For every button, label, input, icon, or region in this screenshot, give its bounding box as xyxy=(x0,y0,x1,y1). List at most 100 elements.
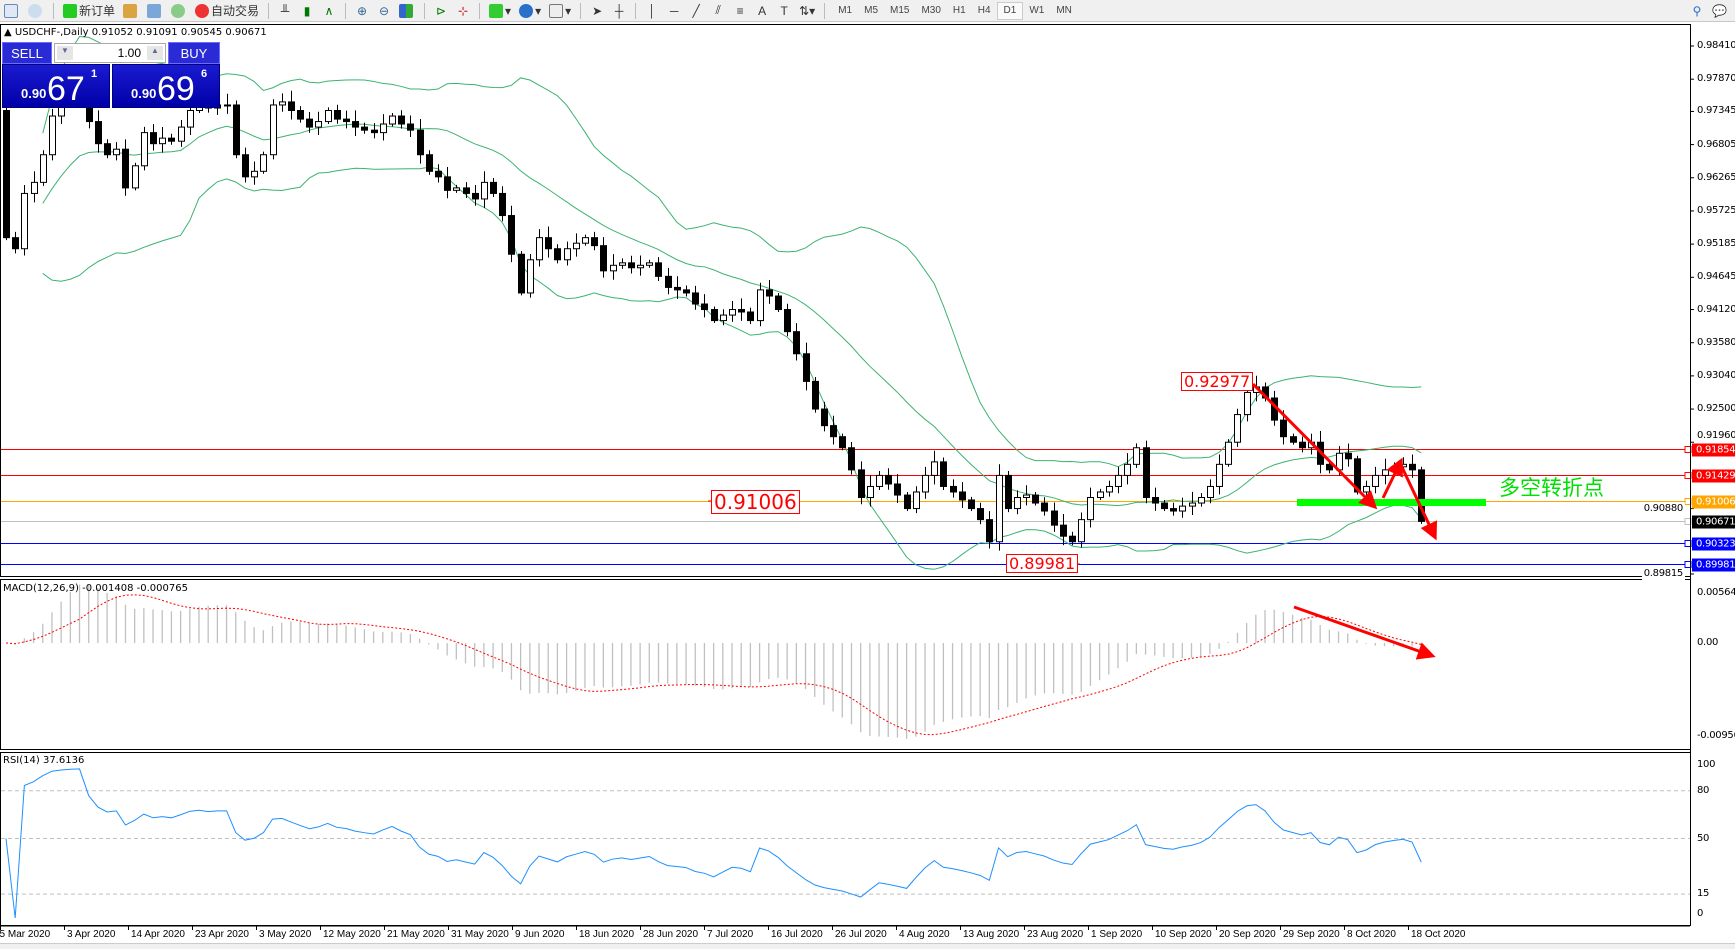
search-button[interactable]: ⚲ xyxy=(1688,2,1706,20)
candle xyxy=(655,257,662,281)
history-button[interactable] xyxy=(121,2,141,20)
turning-point-text[interactable]: 多空转折点 xyxy=(1499,476,1604,500)
chart-window[interactable] xyxy=(0,23,1735,949)
candle xyxy=(1189,491,1196,516)
candle xyxy=(233,100,240,159)
candle xyxy=(141,126,148,171)
timeframe-m30[interactable]: M30 xyxy=(921,5,941,16)
trendline-button[interactable]: ╱ xyxy=(687,2,705,20)
periods-button[interactable]: ▾ xyxy=(517,2,543,20)
template-icon xyxy=(549,3,564,18)
vertical-line-icon: │ xyxy=(648,3,656,18)
cursor-button[interactable]: ➤ xyxy=(588,2,606,20)
price-tag-0.91429: 0.91429 xyxy=(1692,469,1735,482)
line-chart-button[interactable]: ∧ xyxy=(320,2,338,20)
pivot-price-label[interactable]: 0.91006 xyxy=(711,490,800,514)
sell-button[interactable]: SELL xyxy=(2,42,52,64)
date-axis-label: 18 Jun 2020 xyxy=(579,929,635,940)
candle-body-bull xyxy=(931,461,938,476)
arrows-button[interactable]: ⇅▾ xyxy=(797,2,817,20)
tile-windows-button[interactable] xyxy=(397,2,417,20)
candle-body-bull xyxy=(1244,391,1251,416)
sell-price-button[interactable]: 0.90 67 1 xyxy=(2,64,110,108)
zoom-window-button[interactable] xyxy=(26,2,46,20)
candle-body-bear xyxy=(1345,452,1352,460)
templates-button[interactable]: ▾ xyxy=(547,2,573,20)
candle xyxy=(959,482,966,508)
buy-price-button[interactable]: 0.90 69 6 xyxy=(112,64,220,108)
timeframe-mn[interactable]: MN xyxy=(1056,5,1072,16)
candle-body-bull xyxy=(1097,491,1104,499)
autoscroll-button[interactable]: ⊹ xyxy=(454,2,472,20)
timeframe-h4[interactable]: H4 xyxy=(977,5,991,16)
candle-body-bear xyxy=(499,192,506,217)
decrease-lot-button[interactable]: ▼ xyxy=(57,46,73,60)
candle xyxy=(977,502,984,525)
timeframe-d1[interactable]: D1 xyxy=(996,1,1024,20)
candle xyxy=(122,139,129,196)
candle-body-bull xyxy=(31,181,38,194)
candlestick-icon: ▮ xyxy=(303,3,311,18)
vertical-line-button[interactable]: │ xyxy=(643,2,661,20)
timeframe-m1[interactable]: M1 xyxy=(838,5,853,16)
candle-body-bear xyxy=(95,121,102,145)
candle xyxy=(279,93,286,112)
crosshair-button[interactable]: ┼ xyxy=(610,2,628,20)
candle xyxy=(453,184,460,193)
candle xyxy=(747,307,754,325)
candle xyxy=(545,226,552,258)
candle xyxy=(1133,443,1140,468)
timeframe-m5[interactable]: M5 xyxy=(864,5,879,16)
auto-trading-button[interactable]: 自动交易 xyxy=(193,2,261,20)
candle-body-bear xyxy=(904,494,911,510)
macd-label: MACD(12,26,9) -0.001408 -0.000765 xyxy=(3,583,188,594)
timeframe-w1[interactable]: W1 xyxy=(1029,5,1045,16)
lot-size-value[interactable]: 1.00 xyxy=(117,46,141,60)
candle-body-bear xyxy=(1051,510,1058,526)
low-price-label[interactable]: 0.89981 xyxy=(1006,554,1079,573)
timeframe-h1[interactable]: H1 xyxy=(952,5,966,16)
toolbar: 新订单 自动交易 ╨ ▮ ∧ ⊕ ⊖ ⊳ ⊹ ▾ ▾ ▾ ➤ ┼ │ ─ ╱ ⫽… xyxy=(0,0,1735,22)
candle xyxy=(996,464,1003,551)
price-axis-label: 0.91960 xyxy=(1697,430,1735,442)
candle-body-bear xyxy=(738,309,745,313)
zoom-in-button[interactable]: ⊕ xyxy=(353,2,371,20)
timeframe-m15[interactable]: M15 xyxy=(890,5,910,16)
candle xyxy=(839,433,846,451)
bar-chart-button[interactable]: ╨ xyxy=(276,2,294,20)
zoom-out-button[interactable]: ⊖ xyxy=(375,2,393,20)
price-axis-label: 0.90880 xyxy=(1641,502,1685,515)
candle xyxy=(398,110,405,129)
chart-shift-button[interactable]: ⊳ xyxy=(432,2,450,20)
candle-body-bear xyxy=(472,192,479,200)
text-label-button[interactable]: T xyxy=(775,2,793,20)
terminal-button[interactable] xyxy=(145,2,165,20)
text-label-icon: T xyxy=(780,3,788,18)
lot-size-stepper[interactable]: ▼ 1.00 ▲ xyxy=(54,43,166,63)
high-price-label[interactable]: 0.92977 xyxy=(1181,372,1254,391)
buy-button[interactable]: BUY xyxy=(168,42,220,64)
price-axis-label: 0.93040 xyxy=(1697,369,1735,381)
text-button[interactable]: A xyxy=(753,2,771,20)
fibonacci-button[interactable]: ≡ xyxy=(731,2,749,20)
candle-body-bear xyxy=(1280,419,1287,438)
candle-body-bear xyxy=(518,253,525,294)
indicators-button[interactable]: ▾ xyxy=(487,2,513,20)
signals-button[interactable] xyxy=(169,2,189,20)
channel-button[interactable]: ⫽ xyxy=(709,2,727,20)
candlestick-button[interactable]: ▮ xyxy=(298,2,316,20)
candle-body-bear xyxy=(1143,447,1150,499)
candle-body-bull xyxy=(1087,497,1094,521)
collapse-triangle-icon[interactable]: ▲ xyxy=(4,27,15,38)
candle xyxy=(168,133,175,145)
separator xyxy=(424,2,426,19)
indicator-add-icon xyxy=(489,3,504,18)
chart-canvas[interactable] xyxy=(0,23,1735,949)
menu-list-button[interactable] xyxy=(2,2,22,20)
chat-button[interactable]: 💬 xyxy=(1710,2,1729,20)
increase-lot-button[interactable]: ▲ xyxy=(147,46,163,60)
price-axis-label: 0.89815 xyxy=(1641,567,1685,580)
new-order-button[interactable]: 新订单 xyxy=(61,2,117,20)
candle xyxy=(463,182,470,199)
horizontal-line-button[interactable]: ─ xyxy=(665,2,683,20)
